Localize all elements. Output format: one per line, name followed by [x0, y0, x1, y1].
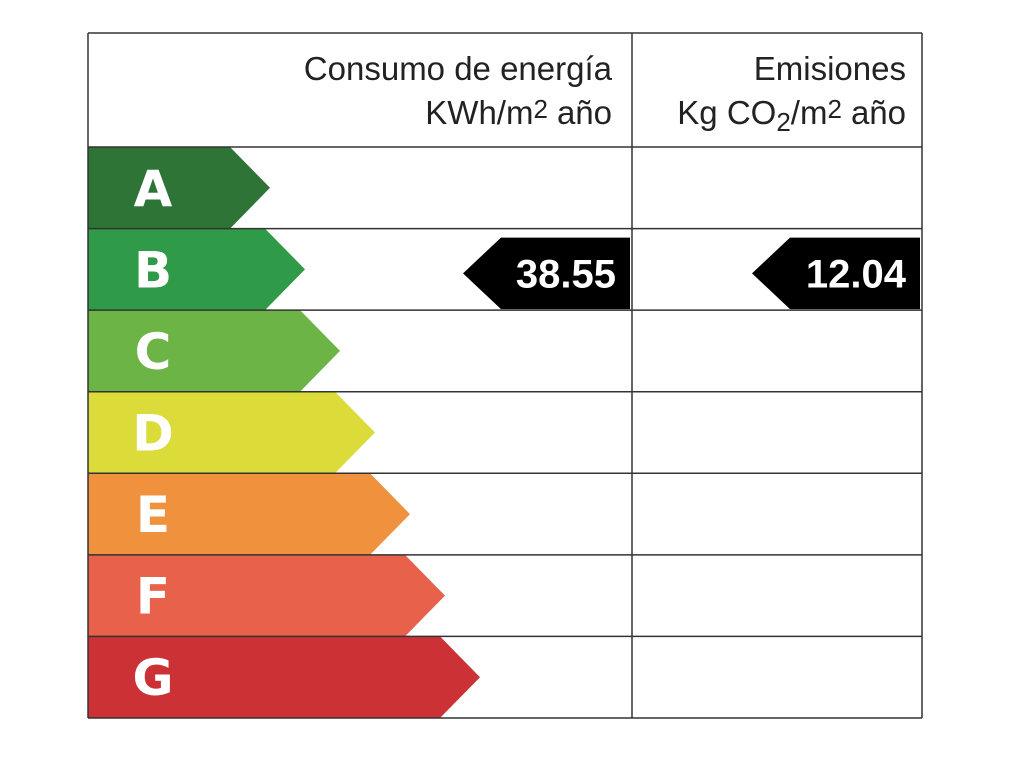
- unit-part: 2: [533, 94, 547, 124]
- unit-part: 2: [776, 107, 790, 137]
- emissions-title: Emisiones: [754, 50, 906, 87]
- emissions-unit: Kg CO2/m2 año: [677, 94, 906, 137]
- value-marker: [752, 237, 920, 310]
- value-label: 12.04: [806, 252, 907, 296]
- energy-title: Consumo de energía: [304, 50, 613, 87]
- rating-arrow: [88, 636, 480, 718]
- rating-letter: A: [134, 160, 173, 218]
- unit-part: 2: [827, 94, 841, 124]
- unit-part: /m: [791, 94, 828, 131]
- unit-part: año: [851, 94, 906, 131]
- rating-letter: E: [136, 486, 170, 544]
- rating-letter: F: [136, 568, 170, 626]
- rating-letter: D: [132, 405, 174, 463]
- unit-part: Kg CO: [677, 94, 776, 131]
- rating-arrow: [88, 473, 410, 555]
- rating-arrow: [88, 147, 270, 229]
- rating-letter: G: [132, 649, 173, 707]
- rating-arrow: [88, 228, 305, 311]
- rating-letter: C: [135, 323, 172, 381]
- value-marker: [463, 237, 630, 310]
- energy-unit: KWh/m2 año: [425, 94, 612, 131]
- rating-arrow: [88, 310, 340, 392]
- unit-part: año: [557, 94, 612, 131]
- rating-letter: B: [134, 241, 172, 299]
- rating-arrow: [88, 391, 375, 474]
- rating-arrow: [88, 554, 445, 637]
- unit-part: KWh/m: [425, 94, 533, 131]
- value-label: 38.55: [516, 252, 616, 296]
